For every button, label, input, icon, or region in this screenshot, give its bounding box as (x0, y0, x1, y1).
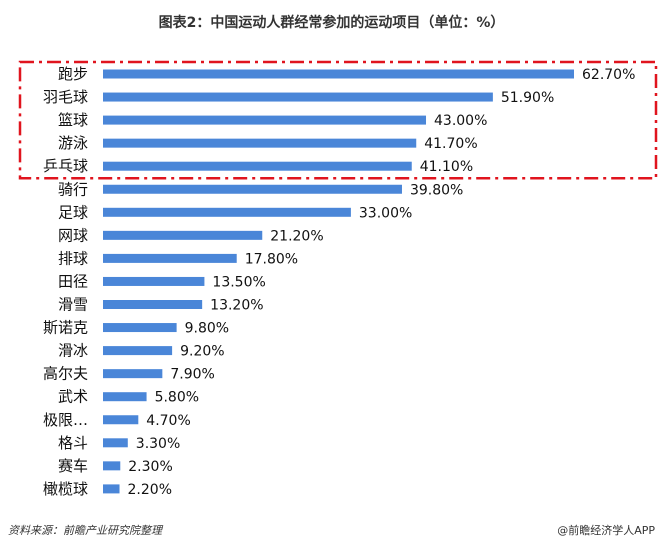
bar-11 (103, 323, 177, 333)
category-label-4: 乒乓球 (43, 157, 88, 175)
bar-6 (103, 207, 351, 217)
value-label-12: 9.20% (180, 344, 224, 360)
bar-14 (103, 392, 147, 402)
value-label-3: 41.70% (424, 136, 477, 152)
category-label-3: 游泳 (58, 134, 88, 152)
category-label-1: 羽毛球 (43, 88, 88, 106)
category-label-11: 斯诺克 (43, 319, 88, 337)
bar-16 (103, 438, 128, 448)
bar-5 (103, 184, 402, 194)
bar-12 (103, 346, 173, 356)
value-label-0: 62.70% (582, 67, 635, 83)
bar-4 (103, 161, 412, 171)
category-label-0: 跑步 (58, 65, 88, 83)
category-label-18: 橄榄球 (43, 480, 88, 498)
value-label-18: 2.20% (128, 482, 172, 498)
bar-15 (103, 415, 139, 425)
bars-group (103, 69, 574, 494)
value-label-15: 4.70% (146, 413, 190, 429)
value-label-17: 2.30% (128, 459, 172, 475)
category-label-7: 网球 (58, 226, 88, 244)
bar-10 (103, 300, 203, 309)
category-label-15: 极限… (43, 411, 88, 429)
value-label-2: 43.00% (434, 113, 487, 129)
bar-8 (103, 253, 237, 263)
category-label-10: 滑雪 (58, 296, 88, 314)
bar-18 (103, 484, 120, 494)
value-label-16: 3.30% (136, 436, 180, 452)
bar-13 (103, 369, 163, 379)
category-label-13: 高尔夫 (43, 365, 88, 383)
category-label-16: 格斗 (58, 434, 88, 452)
bar-9 (103, 276, 205, 286)
value-label-8: 17.80% (245, 251, 298, 267)
category-label-8: 排球 (58, 249, 88, 267)
value-label-11: 9.80% (185, 321, 229, 337)
value-label-13: 7.90% (170, 367, 214, 383)
category-label-12: 滑冰 (58, 342, 88, 360)
value-label-14: 5.80% (155, 390, 199, 406)
category-label-6: 足球 (58, 203, 88, 221)
bar-2 (103, 115, 427, 125)
bar-17 (103, 461, 121, 471)
value-label-5: 39.80% (410, 182, 463, 198)
value-label-1: 51.90% (501, 90, 554, 106)
category-label-9: 田径 (58, 272, 88, 290)
chart-title: 图表2：中国运动人群经常参加的运动项目（单位：%） (159, 14, 505, 31)
value-labels: 62.70% 51.90% 43.00% 41.70% 41.10% 39.80% 33.0… (128, 67, 636, 498)
bar-3 (103, 138, 417, 148)
bar-7 (103, 230, 263, 240)
category-label-2: 篮球 (58, 111, 88, 129)
credit-note: @前瞻经济学人APP (557, 523, 655, 537)
category-label-14: 武术 (58, 388, 88, 406)
bar-0 (103, 69, 574, 79)
source-note: 资料来源：前瞻产业研究院整理 (8, 524, 164, 537)
highlight-box (18, 60, 658, 180)
value-label-6: 33.00% (359, 205, 412, 221)
category-label-17: 赛车 (58, 457, 88, 475)
bar-1 (103, 92, 493, 102)
category-label-5: 骑行 (58, 180, 88, 198)
value-label-10: 13.20% (210, 298, 263, 314)
value-label-4: 41.10% (420, 159, 473, 175)
value-label-7: 21.20% (270, 228, 323, 244)
value-label-9: 13.50% (212, 274, 265, 290)
